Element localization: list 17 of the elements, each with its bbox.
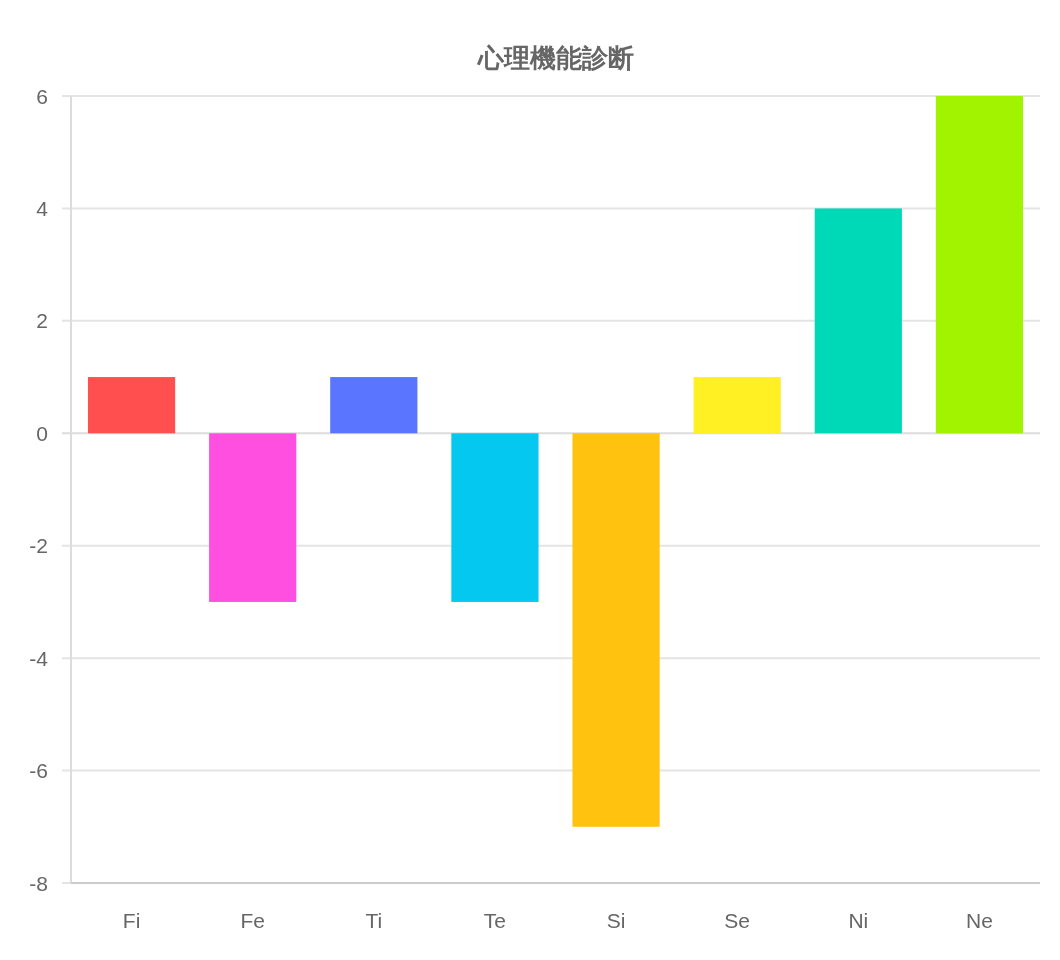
x-tick-label: Si (606, 908, 626, 932)
chart-title: 心理機能診断 (475, 43, 634, 73)
y-tick-label: -4 (29, 646, 49, 670)
x-tick-label: Ti (365, 908, 383, 932)
x-tick-label: Fe (240, 908, 265, 932)
x-tick-label: Se (724, 908, 751, 932)
y-tick-label: 2 (36, 309, 48, 333)
y-tick-label: -6 (29, 759, 48, 783)
y-tick-label: 4 (36, 196, 49, 220)
x-tick-label: Ni (848, 908, 869, 932)
x-tick-label: Te (483, 908, 507, 932)
y-tick-label: -8 (29, 871, 48, 895)
x-tick-label: Fi (122, 908, 141, 932)
y-tick-label: -2 (29, 534, 48, 558)
x-tick-label: Ne (966, 908, 993, 932)
y-tick-label: 0 (36, 421, 48, 445)
y-tick-label: 6 (36, 84, 48, 108)
